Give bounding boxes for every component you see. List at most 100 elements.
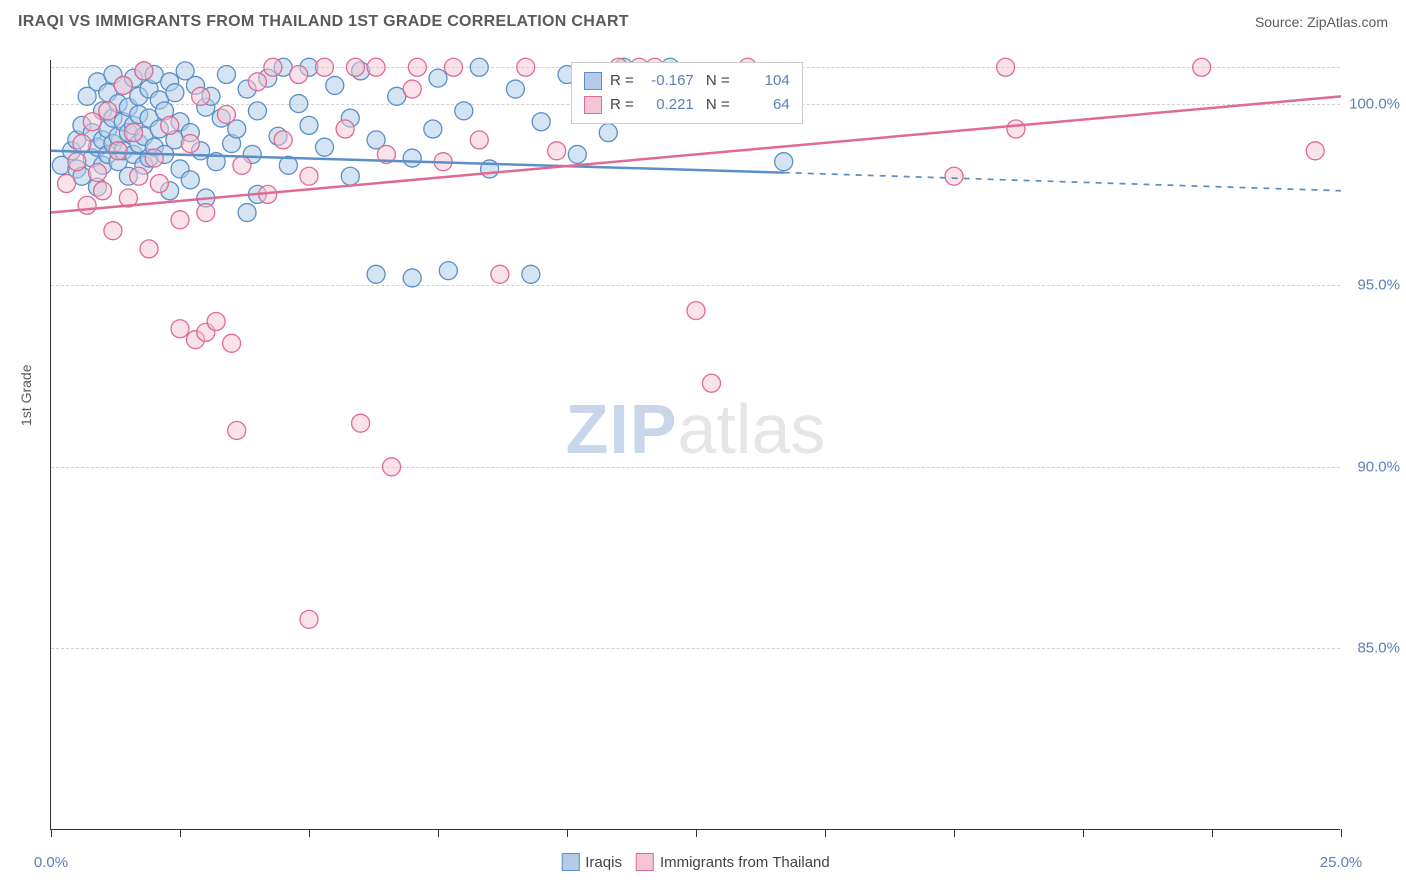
scatter-point xyxy=(315,58,333,76)
scatter-point xyxy=(150,174,168,192)
scatter-point xyxy=(145,149,163,167)
swatch-thailand xyxy=(584,96,602,114)
scatter-point xyxy=(367,58,385,76)
scatter-point xyxy=(290,66,308,84)
scatter-point xyxy=(346,58,364,76)
scatter-point xyxy=(300,116,318,134)
scatter-point xyxy=(997,58,1015,76)
scatter-point xyxy=(548,142,566,160)
plot-area: ZIPatlas R = -0.167 N = 104 R = 0.221 N … xyxy=(50,60,1340,830)
trend-line-extrapolated xyxy=(784,173,1341,191)
legend-item-iraqis: Iraqis xyxy=(561,853,622,871)
scatter-point xyxy=(233,156,251,174)
scatter-point xyxy=(161,116,179,134)
scatter-point xyxy=(506,80,524,98)
scatter-point xyxy=(94,182,112,200)
scatter-point xyxy=(171,320,189,338)
scatter-point xyxy=(367,265,385,283)
source-name: ZipAtlas.com xyxy=(1307,14,1388,30)
scatter-point xyxy=(1193,58,1211,76)
legend-swatch-iraqis xyxy=(561,853,579,871)
chart-title: IRAQI VS IMMIGRANTS FROM THAILAND 1ST GR… xyxy=(18,13,629,31)
scatter-point xyxy=(568,145,586,163)
x-tick-label: 0.0% xyxy=(34,854,68,871)
scatter-point xyxy=(171,211,189,229)
n-value-0: 104 xyxy=(738,69,790,93)
scatter-point xyxy=(88,164,106,182)
scatter-point xyxy=(181,135,199,153)
correlation-row-1: R = 0.221 N = 64 xyxy=(584,93,790,117)
scatter-point xyxy=(192,87,210,105)
scatter-point xyxy=(439,262,457,280)
scatter-point xyxy=(522,265,540,283)
y-tick-label: 85.0% xyxy=(1357,640,1400,657)
scatter-point xyxy=(403,269,421,287)
scatter-point xyxy=(491,265,509,283)
scatter-point xyxy=(228,421,246,439)
scatter-point xyxy=(300,167,318,185)
scatter-point xyxy=(408,58,426,76)
r-label-0: R = xyxy=(610,69,634,93)
source-label: Source: xyxy=(1255,14,1303,30)
n-value-1: 64 xyxy=(738,93,790,117)
scatter-point xyxy=(341,167,359,185)
scatter-point xyxy=(429,69,447,87)
scatter-point xyxy=(207,313,225,331)
scatter-point xyxy=(73,135,91,153)
y-axis-label: 1st Grade xyxy=(18,365,34,426)
scatter-point xyxy=(775,153,793,171)
scatter-point xyxy=(532,113,550,131)
scatter-point xyxy=(1007,120,1025,138)
header-bar: IRAQI VS IMMIGRANTS FROM THAILAND 1ST GR… xyxy=(0,0,1406,44)
scatter-point xyxy=(104,222,122,240)
correlation-row-0: R = -0.167 N = 104 xyxy=(584,69,790,93)
scatter-point xyxy=(109,142,127,160)
scatter-point xyxy=(403,149,421,167)
scatter-point xyxy=(57,174,75,192)
scatter-point xyxy=(1306,142,1324,160)
scatter-point xyxy=(248,73,266,91)
legend-label-iraqis: Iraqis xyxy=(585,854,622,871)
scatter-point xyxy=(424,120,442,138)
y-tick-label: 100.0% xyxy=(1349,95,1400,112)
scatter-point xyxy=(197,204,215,222)
scatter-point xyxy=(114,76,132,94)
scatter-point xyxy=(264,58,282,76)
n-label-1: N = xyxy=(702,93,730,117)
scatter-point xyxy=(336,120,354,138)
chart-svg xyxy=(51,60,1340,829)
r-value-0: -0.167 xyxy=(642,69,694,93)
scatter-point xyxy=(223,334,241,352)
legend-label-thailand: Immigrants from Thailand xyxy=(660,854,830,871)
scatter-point xyxy=(78,196,96,214)
scatter-point xyxy=(181,171,199,189)
x-tick-label: 25.0% xyxy=(1320,854,1363,871)
y-tick-label: 95.0% xyxy=(1357,277,1400,294)
scatter-point xyxy=(702,374,720,392)
scatter-point xyxy=(68,153,86,171)
scatter-point xyxy=(599,124,617,142)
scatter-point xyxy=(470,58,488,76)
scatter-point xyxy=(274,131,292,149)
scatter-point xyxy=(130,167,148,185)
scatter-point xyxy=(517,58,535,76)
scatter-point xyxy=(315,138,333,156)
scatter-point xyxy=(140,240,158,258)
scatter-point xyxy=(135,62,153,80)
scatter-point xyxy=(125,124,143,142)
scatter-point xyxy=(455,102,473,120)
series-legend: Iraqis Immigrants from Thailand xyxy=(561,853,829,871)
swatch-iraqis xyxy=(584,72,602,90)
scatter-point xyxy=(687,302,705,320)
r-label-1: R = xyxy=(610,93,634,117)
scatter-point xyxy=(945,167,963,185)
scatter-point xyxy=(300,610,318,628)
scatter-point xyxy=(403,80,421,98)
scatter-point xyxy=(352,414,370,432)
scatter-point xyxy=(248,102,266,120)
n-label-0: N = xyxy=(702,69,730,93)
scatter-point xyxy=(383,458,401,476)
legend-item-thailand: Immigrants from Thailand xyxy=(636,853,830,871)
scatter-point xyxy=(290,95,308,113)
legend-swatch-thailand xyxy=(636,853,654,871)
